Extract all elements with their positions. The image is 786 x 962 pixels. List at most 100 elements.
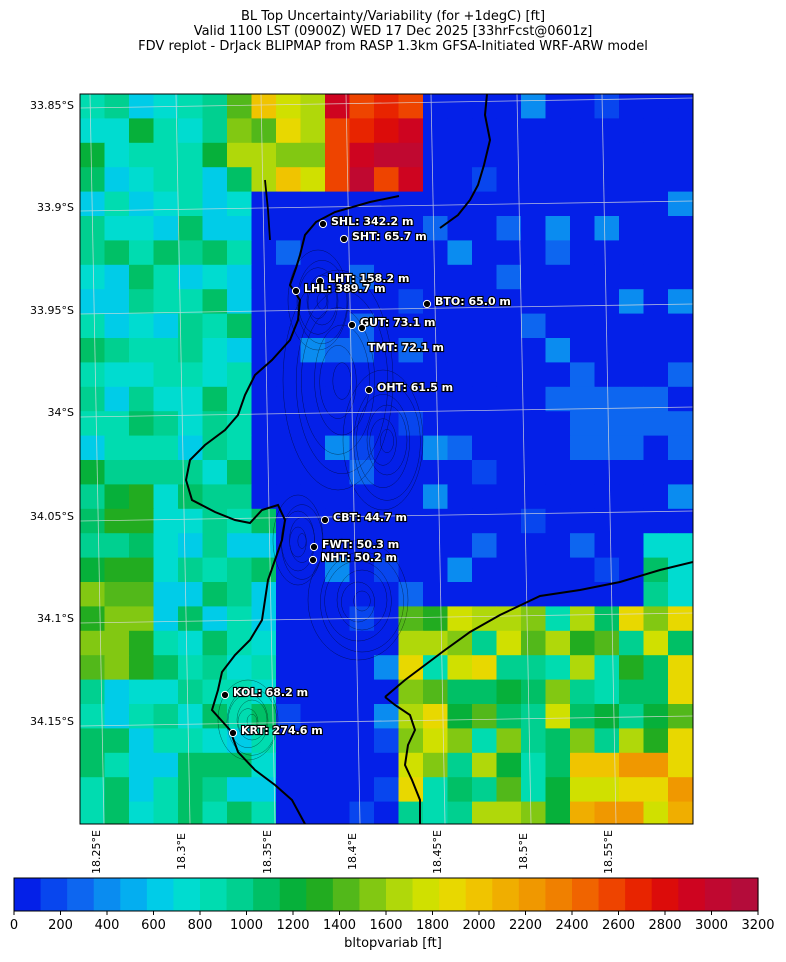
field-cell	[104, 777, 130, 803]
field-cell	[545, 606, 571, 632]
graticule-lat	[80, 97, 693, 109]
field-cell	[496, 240, 522, 266]
field-cell	[668, 655, 693, 681]
terrain-contour	[353, 590, 371, 612]
field-cell	[570, 728, 595, 754]
field-cell	[202, 752, 228, 778]
field-cell	[227, 94, 252, 119]
field-cell	[178, 533, 203, 559]
field-cell	[251, 655, 277, 681]
field-cell	[227, 142, 252, 168]
field-cell	[374, 533, 399, 559]
station-marker-shl	[318, 219, 328, 229]
field-cell	[153, 460, 179, 485]
field-cell	[276, 191, 301, 217]
field-cell	[398, 216, 424, 241]
terrain-contour	[319, 345, 357, 419]
field-cell	[643, 582, 669, 607]
field-cell	[227, 460, 252, 485]
field-cell	[398, 484, 424, 510]
graticule-lat	[80, 715, 693, 727]
field-cell	[104, 386, 130, 412]
field-cell	[619, 460, 644, 485]
border-outline	[264, 179, 271, 241]
field-cell	[104, 508, 130, 534]
title-line-3: FDV replot - DrJack BLIPMAP from RASP 1.…	[138, 39, 648, 54]
field-cell	[300, 167, 326, 193]
field-cell	[129, 801, 154, 824]
field-cell	[251, 508, 277, 534]
field-cell	[374, 167, 399, 193]
field-cell	[423, 411, 448, 437]
field-cell	[227, 533, 252, 559]
field-cell	[374, 606, 399, 632]
field-cell	[227, 582, 252, 607]
field-cell	[398, 142, 424, 168]
field-cell	[643, 460, 669, 485]
terrain-contour	[246, 714, 258, 728]
field-cell	[227, 289, 252, 315]
field-cell	[80, 386, 105, 412]
field-cell	[521, 264, 546, 290]
field-cell	[325, 484, 350, 510]
field-cell	[423, 582, 448, 607]
station-label-lhl: LHL: 389.7 m	[304, 282, 386, 295]
field-cell	[374, 484, 399, 510]
field-cell	[594, 606, 620, 632]
lat-label-2: 33.95°S	[30, 304, 74, 317]
field-cell	[472, 484, 497, 510]
graticule-lat	[80, 612, 693, 624]
field-cell	[423, 508, 448, 534]
field-cell	[423, 386, 448, 412]
field-cell	[668, 533, 693, 559]
field-cell	[153, 191, 179, 217]
field-cell	[619, 411, 644, 437]
field-cell	[496, 533, 522, 559]
field-cell	[472, 118, 497, 144]
field-cell	[521, 435, 546, 461]
field-cell	[104, 191, 130, 217]
field-cell	[594, 704, 620, 729]
field-cell	[178, 118, 203, 144]
field-cell	[668, 338, 693, 363]
field-cell	[472, 264, 497, 290]
field-cell	[276, 655, 301, 681]
station-marker-oht	[364, 385, 374, 395]
field-cell	[276, 752, 301, 778]
field-cell	[545, 704, 571, 729]
field-cell	[227, 435, 252, 461]
station-marker-krt	[228, 728, 238, 738]
field-cell	[104, 94, 130, 119]
field-cell	[521, 606, 546, 632]
field-cell	[202, 264, 228, 290]
field-cell	[153, 216, 179, 241]
field-cell	[423, 655, 448, 681]
field-cell	[325, 655, 350, 681]
field-cell	[276, 264, 301, 290]
field-cell	[104, 362, 130, 388]
field-cell	[251, 435, 277, 461]
field-cell	[80, 582, 105, 607]
terrain-contour	[297, 267, 339, 335]
field-cell	[545, 264, 571, 290]
field-cell	[80, 167, 105, 193]
field-cell	[202, 191, 228, 217]
field-cell	[521, 338, 546, 363]
field-cell	[276, 411, 301, 437]
field-cell	[300, 630, 326, 656]
field-cell	[472, 411, 497, 437]
field-cell	[129, 533, 154, 559]
station-label-shl: SHL: 342.2 m	[331, 215, 413, 228]
field-cell	[300, 801, 326, 824]
field-cell	[300, 411, 326, 437]
field-cell	[668, 508, 693, 534]
field-cell	[472, 289, 497, 315]
lon-label-3: 18.4°E	[346, 833, 359, 870]
colorbar-tick-label: 1000	[229, 918, 264, 933]
field-cell	[472, 313, 497, 339]
field-cell	[178, 557, 203, 583]
field-cell	[545, 679, 571, 705]
field-cell	[447, 752, 473, 778]
field-cell	[398, 435, 424, 461]
field-cell	[251, 191, 277, 217]
